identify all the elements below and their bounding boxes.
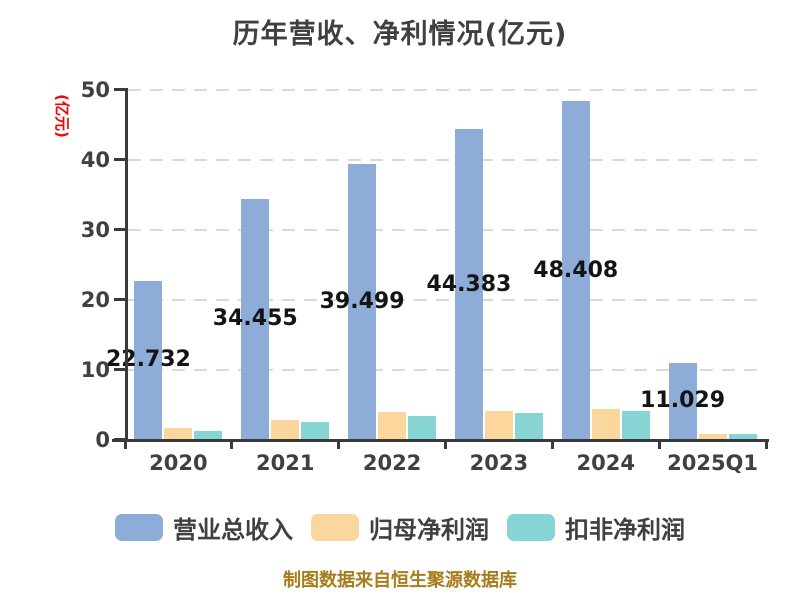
x-tick-1: [230, 440, 234, 449]
legend-label-net-profit: 归母净利润: [369, 515, 489, 544]
x-axis-label-2021: 2021: [256, 451, 315, 475]
net-profit-bar-2023: [484, 411, 513, 440]
y-tick-10: [114, 368, 125, 371]
legend: 营业总收入 归母净利润 扣非净利润: [0, 510, 800, 544]
x-axis-label-2024: 2024: [576, 451, 635, 475]
revenue-bar-2022: [348, 163, 377, 440]
non-gaap-bar-2020: [194, 430, 223, 440]
non-gaap-bar-2023: [514, 412, 543, 440]
y-tick-40: [114, 158, 125, 161]
x-tick-5: [657, 440, 661, 449]
revenue-data-label-2025Q1: 11.029: [640, 388, 726, 414]
net-profit-swatch-icon: [311, 513, 359, 541]
x-axis-label-2020: 2020: [149, 451, 208, 475]
revenue-data-label-2022: 39.499: [319, 288, 405, 314]
gridline-20: [128, 299, 766, 301]
x-tick-2: [337, 440, 341, 449]
non-gaap-bar-2025Q1: [728, 434, 757, 440]
x-tick-0: [123, 440, 127, 449]
x-tick-4: [550, 440, 554, 449]
y-tick-30: [114, 228, 125, 231]
y-tick-label-10: 10: [80, 358, 110, 382]
chart-title: 历年营收、净利情况(亿元): [232, 19, 568, 50]
revenue-bar-2025Q1: [668, 362, 697, 440]
x-tick-6: [764, 440, 768, 449]
net-profit-bar-2022: [378, 412, 407, 440]
y-tick-label-20: 20: [80, 288, 110, 312]
gridline-10: [128, 369, 766, 371]
net-profit-bar-2024: [591, 409, 620, 440]
net-profit-bar-2021: [271, 419, 300, 440]
legend-label-non-gaap: 扣非净利润: [565, 515, 685, 544]
y-axis-line: [125, 88, 128, 441]
revenue-data-label-2020: 22.732: [105, 347, 191, 373]
legend-item-revenue: 营业总收入: [115, 510, 293, 545]
revenue-bar-2024: [561, 101, 590, 440]
y-tick-label-40: 40: [80, 148, 110, 172]
revenue-data-label-2023: 44.383: [426, 271, 512, 297]
non-gaap-swatch-icon: [507, 513, 555, 541]
gridline-30: [128, 229, 766, 231]
net-profit-bar-2025Q1: [698, 433, 727, 440]
revenue-data-label-2021: 34.455: [212, 306, 298, 332]
revenue-swatch-icon: [115, 513, 163, 541]
legend-item-net-profit: 归母净利润: [311, 510, 489, 545]
x-axis-line: [112, 439, 769, 442]
y-tick-label-0: 0: [95, 428, 110, 452]
gridline-40: [128, 159, 766, 161]
x-axis-label-2025Q1: 2025Q1: [667, 451, 759, 475]
y-tick-20: [114, 298, 125, 301]
legend-item-non-gaap: 扣非净利润: [507, 510, 685, 545]
x-tick-3: [444, 440, 447, 449]
x-axis-label-2023: 2023: [469, 451, 529, 475]
y-tick-label-50: 50: [80, 78, 110, 102]
gridline-50: [128, 89, 766, 91]
non-gaap-bar-2024: [621, 410, 650, 440]
revenue-bar-2021: [241, 198, 270, 440]
footer-source-note: 制图数据来自恒生聚源数据库: [283, 570, 517, 591]
revenue-bar-2023: [454, 129, 483, 440]
y-tick-50: [114, 88, 125, 91]
net-profit-bar-2020: [164, 428, 193, 440]
y-tick-label-30: 30: [80, 218, 110, 242]
non-gaap-bar-2022: [408, 415, 437, 440]
revenue-data-label-2024: 48.408: [533, 257, 619, 283]
legend-label-revenue: 营业总收入: [173, 515, 293, 544]
revenue-bar-2020: [134, 280, 163, 440]
x-axis-label-2022: 2022: [362, 451, 422, 475]
non-gaap-bar-2021: [301, 421, 330, 440]
